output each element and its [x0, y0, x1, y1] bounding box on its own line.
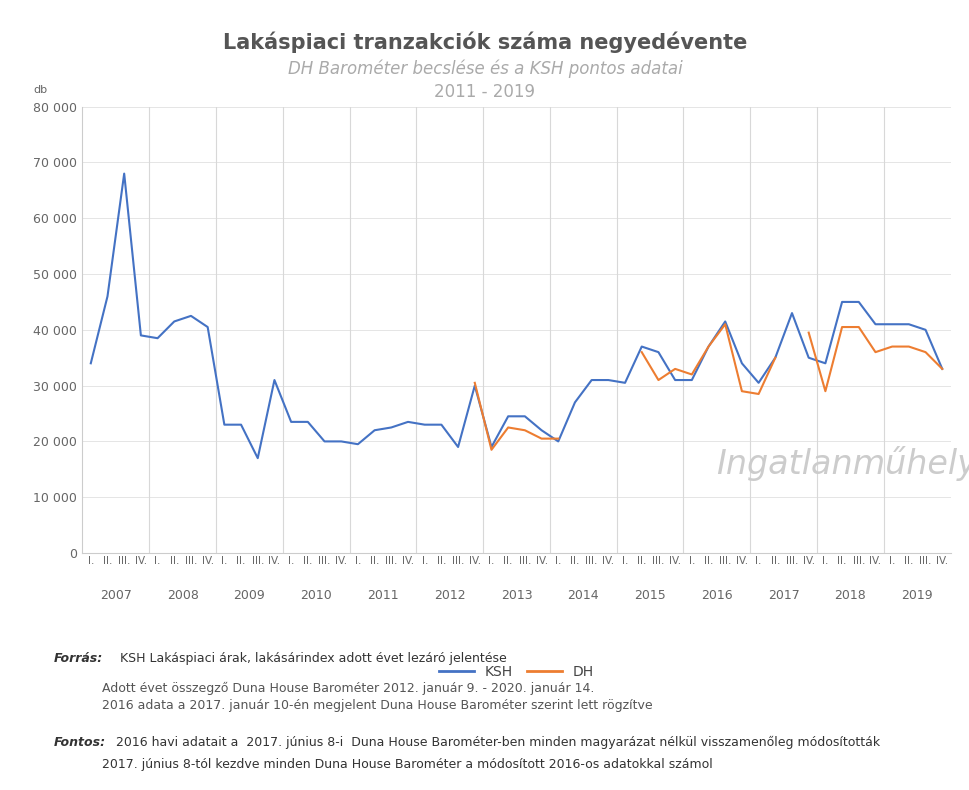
- Legend: KSH, DH: KSH, DH: [433, 660, 599, 684]
- Text: 2014: 2014: [567, 589, 599, 601]
- Text: 2016: 2016: [701, 589, 732, 601]
- Text: db: db: [33, 85, 47, 96]
- Text: 2011: 2011: [367, 589, 398, 601]
- Text: 2012: 2012: [433, 589, 465, 601]
- Text: Adott évet összegző Duna House Barométer 2012. január 9. - 2020. január 14.: Adott évet összegző Duna House Barométer…: [102, 682, 594, 695]
- Text: 2018: 2018: [833, 589, 865, 601]
- Text: 2007: 2007: [100, 589, 132, 601]
- Text: 2016 havi adatait a  2017. június 8-i  Duna House Barométer-ben minden magyaráza: 2016 havi adatait a 2017. június 8-i Dun…: [111, 736, 879, 750]
- Text: Lakáspiaci tranzakciók száma negyedévente: Lakáspiaci tranzakciók száma negyedévent…: [223, 32, 746, 53]
- Text: Forrás:: Forrás:: [53, 652, 103, 664]
- Text: KSH Lakáspiaci árak, lakásárindex adott évet lezáró jelentése: KSH Lakáspiaci árak, lakásárindex adott …: [111, 652, 506, 664]
- Text: 2010: 2010: [300, 589, 331, 601]
- Text: 2015: 2015: [634, 589, 666, 601]
- Text: Ingatlanműhely: Ingatlanműhely: [715, 446, 969, 481]
- Text: 2008: 2008: [167, 589, 199, 601]
- Text: 2009: 2009: [234, 589, 265, 601]
- Text: 2019: 2019: [900, 589, 932, 601]
- Text: 2016 adata a 2017. január 10-én megjelent Duna House Barométer szerint lett rögz: 2016 adata a 2017. január 10-én megjelen…: [102, 699, 652, 712]
- Text: Fontos:: Fontos:: [53, 736, 106, 749]
- Text: 2011 - 2019: 2011 - 2019: [434, 83, 535, 101]
- Text: 2013: 2013: [500, 589, 532, 601]
- Text: 2017: 2017: [767, 589, 798, 601]
- Text: 2017. június 8-tól kezdve minden Duna House Barométer a módosított 2016-os adato: 2017. június 8-tól kezdve minden Duna Ho…: [102, 758, 712, 771]
- Text: DH Barométer becslése és a KSH pontos adatai: DH Barométer becslése és a KSH pontos ad…: [288, 59, 681, 77]
